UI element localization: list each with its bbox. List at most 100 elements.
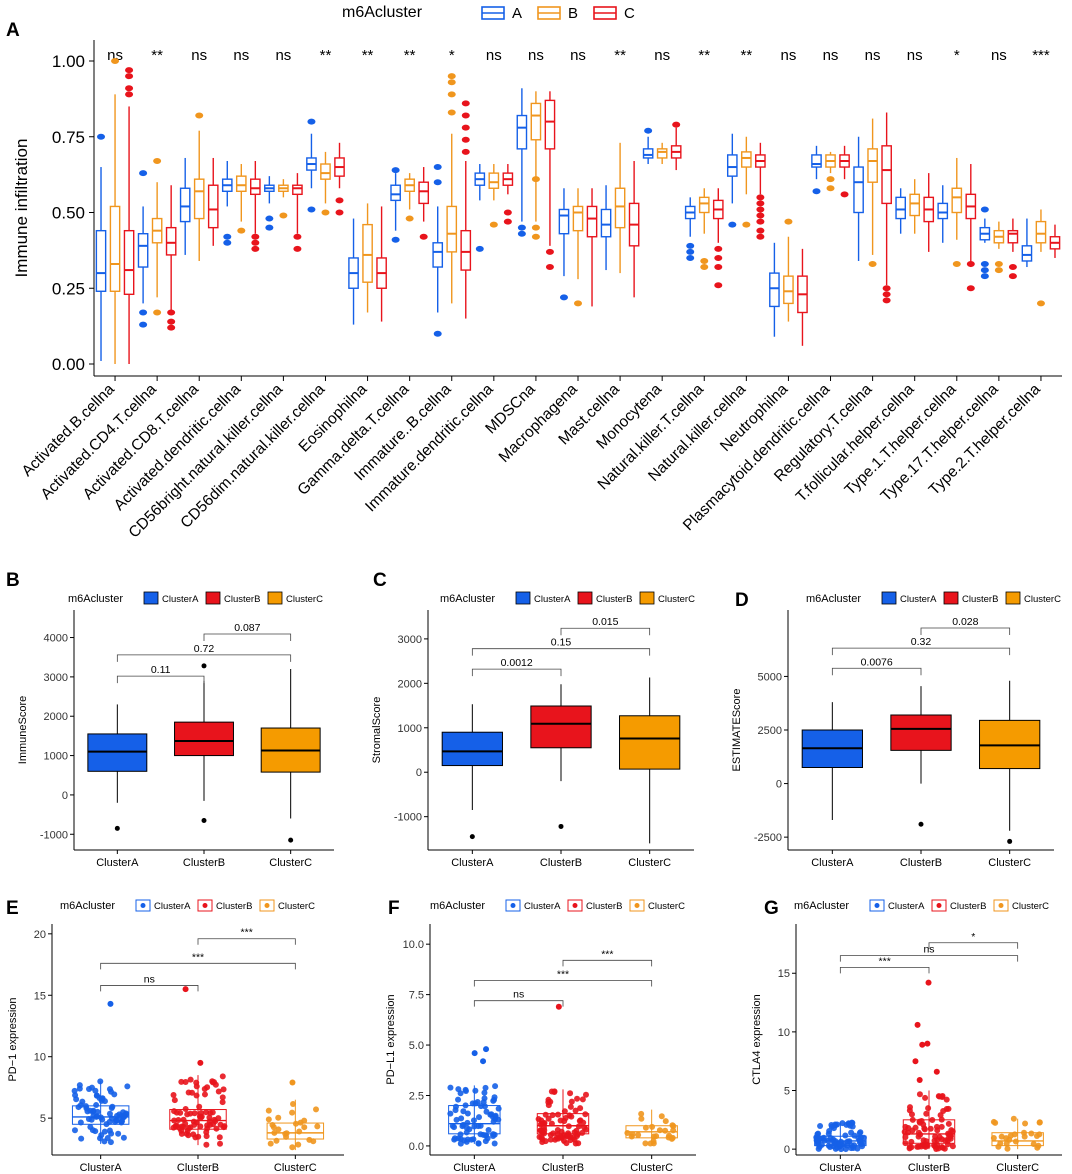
jitter-point (560, 1137, 567, 1144)
jitter-point (175, 1117, 182, 1124)
outlier-point (405, 215, 414, 222)
legend-label: ClusterA (162, 594, 199, 605)
box (586, 205, 598, 238)
jitter-point (1011, 1131, 1018, 1138)
outlier-point (966, 285, 975, 292)
jitter-point (539, 1136, 546, 1143)
jitter-point (491, 1140, 498, 1147)
jitter-point (662, 1118, 669, 1125)
jitter-point (1022, 1120, 1029, 1127)
outlier-point (433, 164, 442, 171)
outlier-point (265, 215, 274, 222)
significance-label: ns (570, 47, 586, 64)
box (207, 184, 219, 229)
jitter-point (908, 1138, 915, 1145)
outlier-point (1008, 273, 1017, 280)
jitter-point (839, 1120, 846, 1127)
jitter-point (924, 1040, 931, 1047)
comparison-bracket (839, 955, 1019, 962)
box (881, 145, 892, 205)
outlier-point (882, 291, 891, 298)
outlier-point (489, 221, 498, 228)
jitter-point (480, 1058, 487, 1065)
outlier-point (167, 309, 176, 316)
outlier-point (503, 218, 512, 225)
box (951, 187, 963, 214)
jitter-point (295, 1141, 302, 1148)
significance-label: ns (275, 47, 291, 64)
jitter-point (929, 1116, 936, 1123)
significance-label: ns (528, 47, 544, 64)
jitter-point (1036, 1131, 1043, 1138)
jitter-point (998, 1133, 1005, 1140)
jitter-point (579, 1096, 586, 1103)
jitter-point (817, 1123, 824, 1130)
outlier-point (223, 233, 232, 240)
outlier-point (728, 221, 737, 228)
box (446, 205, 458, 253)
jitter-point (171, 1097, 178, 1104)
legend-label: ClusterC (278, 901, 315, 912)
jitter-point (547, 1131, 554, 1138)
box (179, 187, 191, 223)
legend-key (205, 591, 221, 605)
panel-label-g: G (764, 898, 779, 919)
jitter-point (265, 1107, 272, 1114)
jitter-point (178, 1078, 185, 1085)
outlier-point (686, 242, 695, 249)
significance-label: ** (320, 47, 332, 64)
outlier-point (918, 821, 924, 827)
outlier-point (882, 297, 891, 304)
comparison-label: * (971, 931, 975, 943)
comparison-bracket (473, 980, 653, 987)
x-tick-label: CD56bright.natural.killer.cellna (126, 381, 287, 542)
box (1021, 245, 1033, 262)
jitter-point (189, 1089, 196, 1096)
jitter-point (101, 1128, 108, 1135)
jitter-point (475, 1140, 482, 1147)
jitter-point (275, 1114, 282, 1121)
x-tick-label: ClusterC (988, 857, 1031, 869)
outlier-point (952, 261, 961, 268)
box (619, 715, 681, 770)
outlier-point (966, 261, 975, 268)
legend-title: m6Acluster (430, 900, 485, 912)
jitter-point (574, 1131, 581, 1138)
legend-key (639, 591, 655, 605)
legend-label: ClusterC (286, 594, 323, 605)
y-tick-label: 2500 (758, 725, 782, 737)
outlier-point (139, 321, 148, 328)
outlier-point (980, 267, 989, 274)
legend-title: m6Acluster (794, 900, 849, 912)
box (174, 721, 234, 757)
comparison-bracket (473, 1000, 564, 1007)
outlier-point (756, 233, 765, 240)
jitter-point (906, 1145, 913, 1152)
jitter-point (182, 1105, 189, 1112)
jitter-point (906, 1107, 913, 1114)
significance-label: * (449, 47, 455, 64)
jitter-point (936, 1093, 943, 1100)
outlier-point (419, 233, 428, 240)
x-tick-label: ClusterA (96, 857, 139, 869)
comparison-bracket (562, 959, 653, 967)
jitter-point (914, 1021, 921, 1028)
jitter-point (469, 1100, 476, 1107)
legend-key (515, 591, 531, 605)
box (516, 114, 528, 150)
legend-title: m6Acluster (440, 593, 495, 605)
jitter-point (932, 1143, 939, 1150)
outlier-point (153, 157, 162, 164)
x-tick-label: ClusterB (542, 1162, 584, 1174)
significance-label: ns (823, 47, 839, 64)
outlier-point (125, 73, 134, 80)
y-tick-label: 5000 (758, 671, 782, 683)
outlier-point (469, 834, 475, 840)
box (656, 148, 668, 159)
jitter-point (934, 1127, 941, 1134)
box (418, 181, 430, 205)
jitter-point (275, 1126, 282, 1133)
jitter-point (821, 1137, 828, 1144)
box (769, 272, 780, 308)
panel-e-pd1-expression: m6Acluster ClusterA ClusterB ClusterC 5 10 15 2… (7, 899, 344, 1174)
